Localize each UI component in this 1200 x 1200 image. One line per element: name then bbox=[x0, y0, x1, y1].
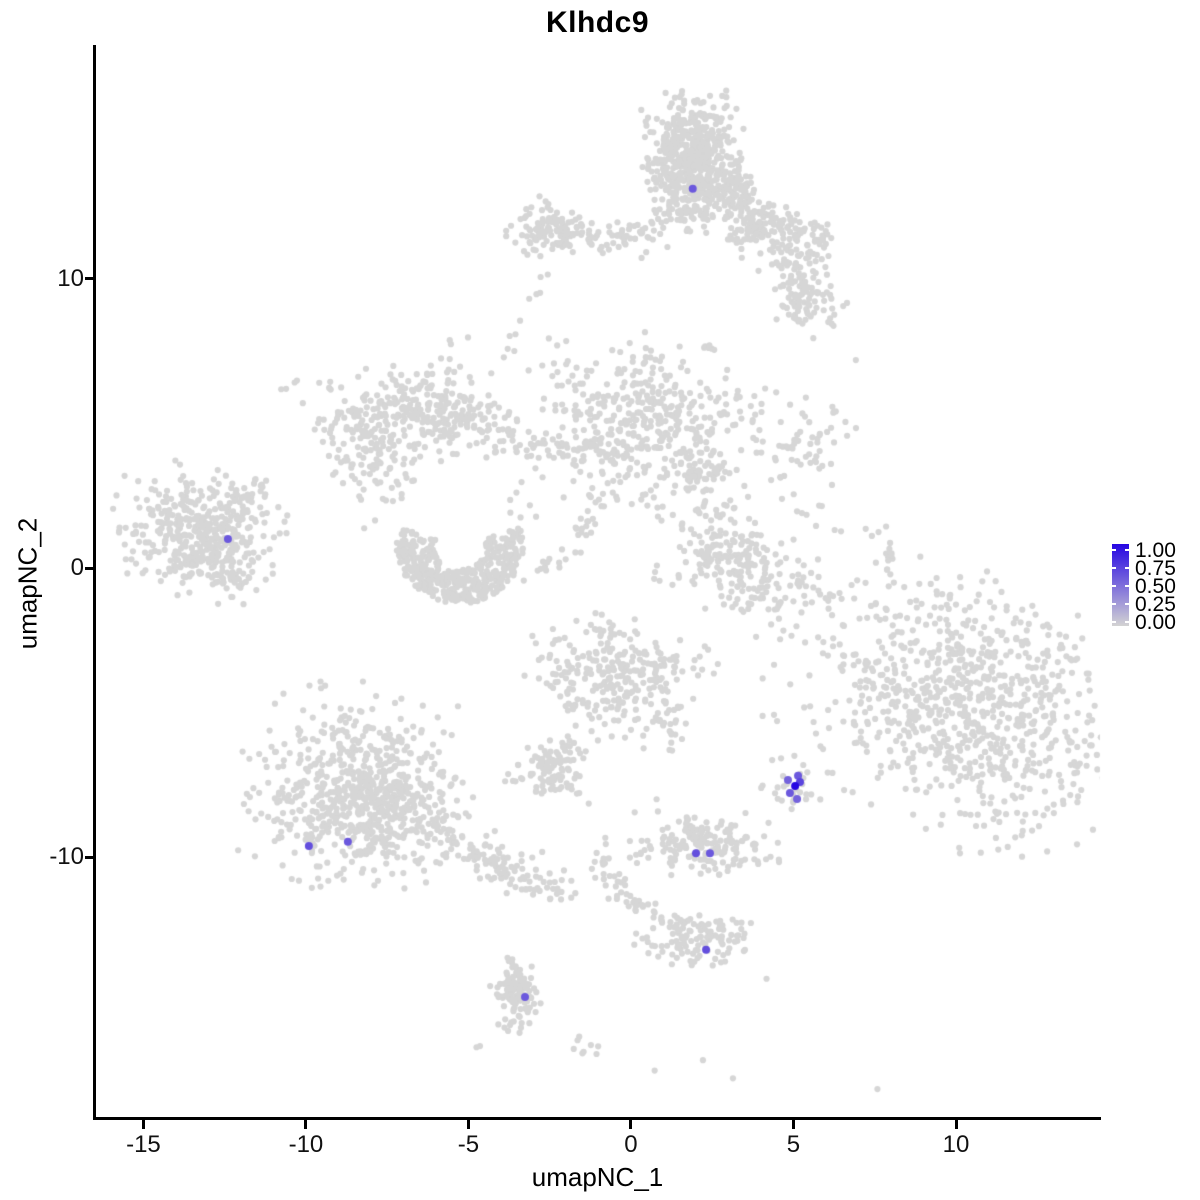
x-tick-mark bbox=[791, 1120, 795, 1129]
legend-tick-mark bbox=[1125, 603, 1129, 605]
legend-tick-mark bbox=[1112, 585, 1116, 587]
x-tick-label: -5 bbox=[457, 1131, 480, 1158]
y-tick-label: -10 bbox=[49, 843, 84, 871]
legend-tick-mark bbox=[1112, 621, 1116, 623]
x-axis-title: umapNC_1 bbox=[531, 1162, 664, 1192]
legend-tick-mark bbox=[1112, 567, 1116, 569]
x-tick-mark bbox=[304, 1120, 308, 1129]
legend-tick-label: 0.25 bbox=[1135, 593, 1176, 616]
x-tick-label: 10 bbox=[942, 1131, 970, 1158]
plot-title: Klhdc9 bbox=[545, 6, 650, 39]
legend-tick-mark bbox=[1125, 621, 1129, 623]
y-tick-mark bbox=[85, 566, 94, 570]
legend-tick-label: 0.50 bbox=[1135, 575, 1176, 598]
legend-tick-label: 1.00 bbox=[1135, 539, 1176, 562]
legend-colorbar: 1.00 0.75 0.50 0.25 0.00 bbox=[1112, 540, 1200, 634]
x-tick-mark bbox=[629, 1120, 633, 1129]
y-axis-title: umapNC_2 bbox=[12, 517, 43, 650]
y-tick-label: 0 bbox=[70, 554, 84, 582]
legend-tick-mark bbox=[1125, 549, 1129, 551]
legend-tick-label: 0.75 bbox=[1135, 557, 1176, 580]
x-tick-mark bbox=[466, 1120, 470, 1129]
x-tick-mark bbox=[141, 1120, 145, 1129]
x-tick-label: 5 bbox=[786, 1131, 801, 1158]
x-axis-line bbox=[93, 1117, 1101, 1120]
x-tick-label: -15 bbox=[126, 1131, 161, 1158]
y-axis-line bbox=[93, 45, 96, 1120]
y-tick-label: 10 bbox=[57, 264, 84, 292]
x-tick-label: -10 bbox=[288, 1131, 324, 1158]
legend-tick-mark bbox=[1112, 603, 1116, 605]
x-tick-label: 0 bbox=[624, 1131, 638, 1158]
legend-tick-mark bbox=[1125, 567, 1129, 569]
legend-tick-mark bbox=[1112, 549, 1116, 551]
y-tick-mark bbox=[85, 277, 94, 281]
x-tick-mark bbox=[954, 1120, 958, 1129]
legend-tick-mark bbox=[1125, 585, 1129, 587]
legend-gradient-bar bbox=[1112, 544, 1129, 626]
legend-tick-label: 0.00 bbox=[1135, 611, 1176, 634]
y-tick-mark bbox=[85, 855, 94, 859]
